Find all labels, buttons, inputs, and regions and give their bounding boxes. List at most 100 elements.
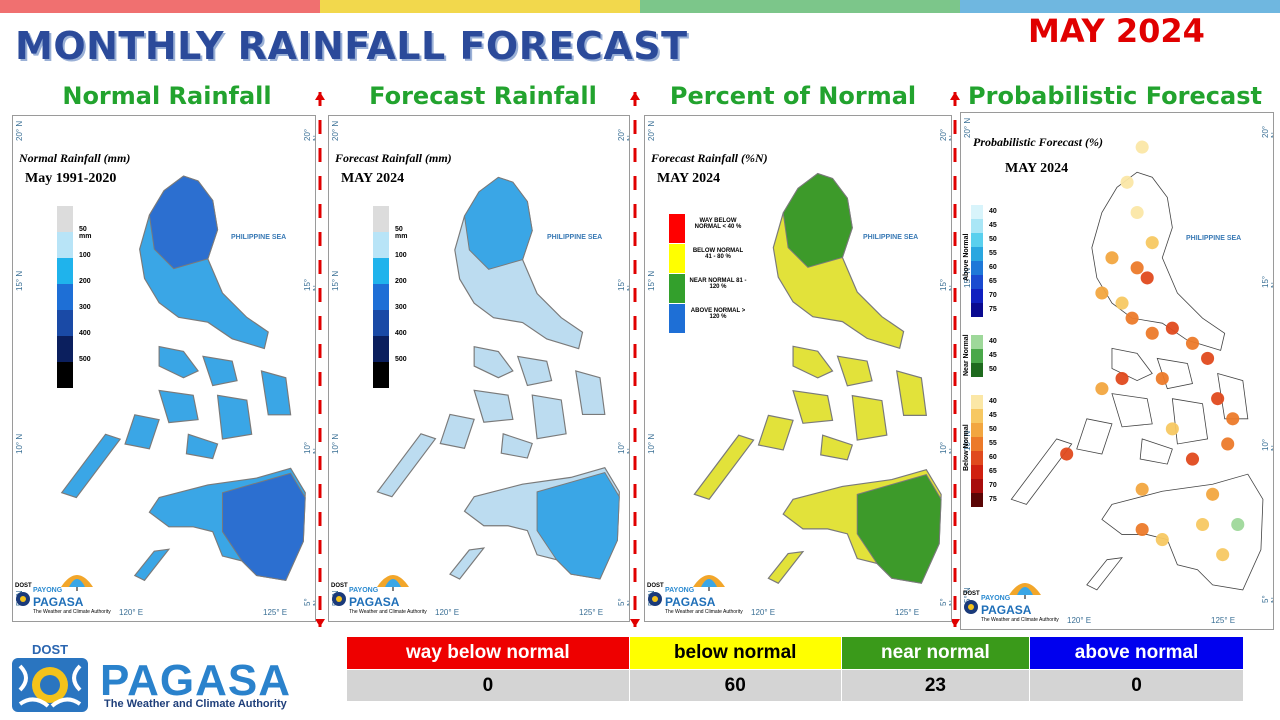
latitude-label: 20° N xyxy=(15,120,24,141)
legend-label: 50 mm xyxy=(395,226,408,240)
payong-label: PAYONG xyxy=(33,587,63,594)
legend-swatch xyxy=(57,232,73,258)
map-panel-percent: Forecast Rainfall (%N) MAY 2024 PHILIPPINE… xyxy=(644,115,952,622)
legend-swatch xyxy=(373,310,389,336)
legend-label: 45 xyxy=(989,352,997,359)
latitude-label-right: 10° N xyxy=(303,441,315,454)
legend-swatch xyxy=(971,289,983,303)
legend-label: 65 xyxy=(989,278,997,285)
category-value-row: 0 60 23 0 xyxy=(346,669,1244,702)
dost-label: DOST xyxy=(331,583,348,589)
pagasa-tagline: The Weather and Climate Authority xyxy=(349,609,427,615)
dost-emblem-icon xyxy=(16,592,30,606)
visayas-island xyxy=(473,389,514,423)
visayas-island xyxy=(158,345,199,379)
pagasa-label: PAGASA xyxy=(665,595,716,609)
legend-label: 200 xyxy=(79,278,91,285)
probability-dot xyxy=(1130,205,1144,220)
latitude-label-right: 10° N xyxy=(617,441,629,454)
probability-dot xyxy=(1135,482,1149,496)
visayas-island xyxy=(1171,398,1209,445)
legend-label: 50 mm xyxy=(79,226,92,240)
map-panel-probabilistic: Probabilistic Forecast (%) MAY 2024 PHILIP… xyxy=(960,112,1274,630)
visayas-island xyxy=(851,394,888,441)
map-title: Forecast Rainfall (%N) xyxy=(651,151,768,165)
legend-label: 500 xyxy=(79,356,91,363)
legend-label: 100 xyxy=(79,252,91,259)
visayas-island xyxy=(575,370,606,416)
latitude-label-right: 15° N xyxy=(303,278,315,291)
map-subtitle: MAY 2024 xyxy=(341,171,405,186)
probability-dot xyxy=(1120,175,1134,189)
legend-label: WAY BELOW NORMAL < 40 % xyxy=(694,218,742,230)
visayas-island xyxy=(693,434,755,500)
payong-label: PAYONG xyxy=(665,587,695,594)
forecast-month: MAY 2024 xyxy=(1028,12,1205,50)
probability-dot xyxy=(1211,392,1225,406)
probability-dot xyxy=(1115,296,1129,310)
legend-swatch xyxy=(971,275,983,289)
legend-swatch xyxy=(971,465,983,479)
north-luzon-region xyxy=(782,172,853,268)
probability-dot xyxy=(1206,487,1220,501)
probability-dot xyxy=(1115,372,1129,386)
visayas-island xyxy=(60,433,122,499)
pagasa-tagline: The Weather and Climate Authority xyxy=(104,698,287,710)
visayas-island xyxy=(500,433,533,459)
philippines-map xyxy=(60,175,306,582)
latitude-label-right: 10° N xyxy=(939,441,951,454)
legend-label: 400 xyxy=(395,330,407,337)
umbrella-icon xyxy=(61,575,93,591)
legend-label: 40 xyxy=(989,338,997,345)
legend-label: 40 xyxy=(989,398,997,405)
probability-dot xyxy=(1221,437,1235,451)
latitude-label: 20° N xyxy=(331,120,340,141)
longitude-label: 120° E xyxy=(119,608,144,617)
legend-swatch xyxy=(373,206,389,232)
umbrella-icon xyxy=(693,575,725,591)
visayas-island xyxy=(1217,372,1249,420)
visayas-island xyxy=(820,434,854,461)
top-bar-red xyxy=(0,0,320,13)
latitude-label-right: 20° N xyxy=(1261,125,1273,138)
legend-swatch xyxy=(373,232,389,258)
payong-pagasa-logo: DOST PAYONG PAGASA The Weather and Climate … xyxy=(15,569,135,619)
probability-dot xyxy=(1095,286,1109,300)
probability-dot xyxy=(1140,271,1154,285)
legend-swatch xyxy=(971,479,983,493)
probability-dot xyxy=(1165,321,1179,335)
legend-label: NEAR NORMAL 81 - 120 % xyxy=(689,278,747,290)
probability-dot xyxy=(1145,326,1159,340)
legend-swatch xyxy=(971,335,983,349)
dost-emblem-icon xyxy=(648,592,662,606)
top-bar-green xyxy=(640,0,960,13)
value-way-below-normal: 0 xyxy=(346,669,630,702)
visayas-island xyxy=(895,370,927,416)
latitude-label-right: 20° N xyxy=(617,128,629,141)
legend-swatch xyxy=(971,205,983,219)
probability-dot xyxy=(1201,351,1215,365)
dost-label: DOST xyxy=(647,583,664,589)
longitude-label: 120° E xyxy=(435,608,460,617)
legend-label: 60 xyxy=(989,454,997,461)
longitude-label: 125° E xyxy=(895,608,920,617)
legend-label: 50 xyxy=(989,426,997,433)
probability-dot xyxy=(1135,140,1149,154)
visayas-island xyxy=(1076,418,1113,455)
divider-1 xyxy=(315,92,325,627)
legend-label: 55 xyxy=(989,440,997,447)
heading-probabilistic-forecast: Probabilistic Forecast xyxy=(968,82,1262,110)
pagasa-logo: DOST PAGASA The Weather and Climate Auth… xyxy=(12,642,322,714)
philippines-map xyxy=(376,176,620,580)
longitude-label: 125° E xyxy=(263,608,288,617)
value-near-normal: 23 xyxy=(840,669,1031,702)
latitude-label-right: 20° N xyxy=(939,128,951,141)
visayas-island xyxy=(531,394,567,440)
palawan-island xyxy=(767,550,805,584)
longitude-label: 125° E xyxy=(1211,616,1236,625)
visayas-island xyxy=(757,414,794,451)
cat-above-normal: above normal xyxy=(1029,636,1244,670)
category-header-row: way below normal below normal near norma… xyxy=(346,636,1244,670)
probability-dot xyxy=(1165,422,1179,436)
legend-swatch xyxy=(57,284,73,310)
